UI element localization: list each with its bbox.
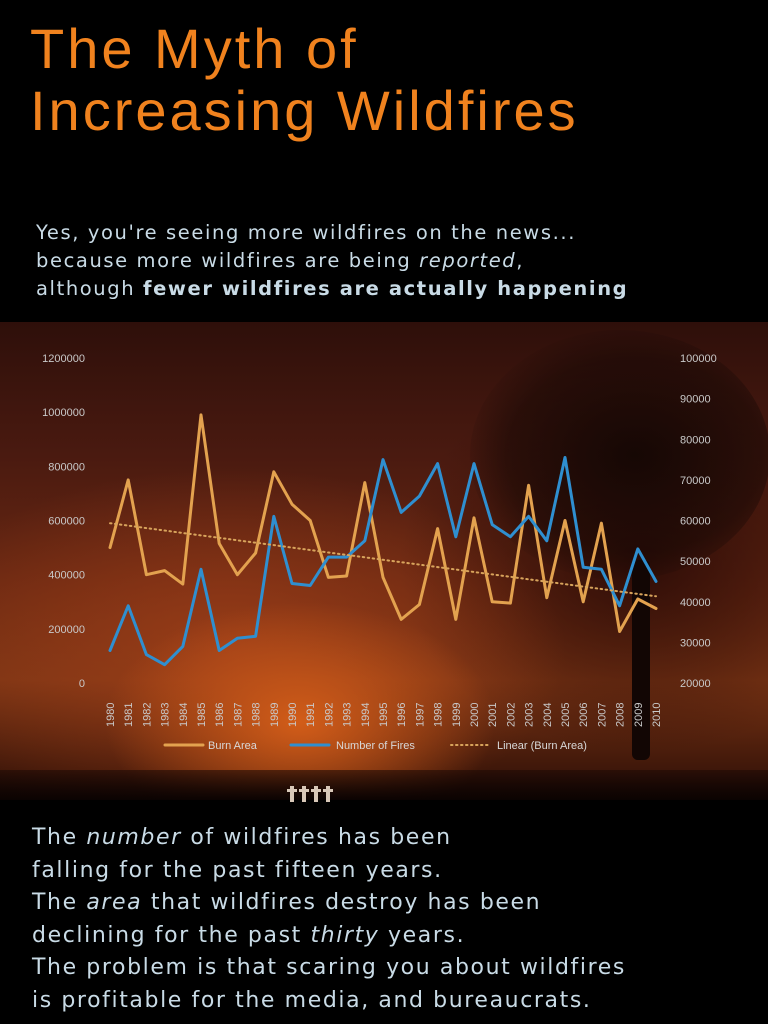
x-axis-tick-label: 1983 [160, 703, 172, 727]
outro-line-3-end: that wildfires destroy has been [142, 890, 542, 915]
x-axis-tick-label: 1991 [305, 703, 317, 727]
left-axis-tick-label: 1000000 [42, 407, 85, 419]
x-axis-tick-label: 1982 [141, 703, 153, 727]
outro-emphasis-number: number [86, 825, 182, 850]
x-axis-tick-label: 1999 [451, 703, 463, 727]
left-axis-tick-label: 1200000 [42, 353, 85, 365]
x-axis-tick-label: 2004 [542, 703, 554, 727]
x-axis-tick-label: 2009 [633, 703, 645, 727]
x-axis-tick-label: 1992 [323, 703, 335, 727]
cross-icon [299, 786, 309, 802]
intro-text: Yes, you're seeing more wildfires on the… [36, 219, 756, 303]
right-axis-tick-label: 20000 [680, 678, 711, 690]
x-axis-tick-label: 1997 [414, 703, 426, 727]
intro-emphasis-reported: reported [419, 249, 517, 272]
x-axis-tick-label: 2000 [469, 703, 481, 727]
right-axis-tick-label: 80000 [680, 434, 711, 446]
x-axis-tick-label: 1989 [269, 703, 281, 727]
x-axis-tick-label: 2001 [487, 703, 499, 727]
x-axis-tick-label: 1990 [287, 703, 299, 727]
intro-line-2-start: because more wildfires are being [36, 249, 420, 272]
left-axis-tick-label: 600000 [48, 516, 85, 528]
outro-line-3-start: The [32, 890, 87, 915]
cross-icon [311, 786, 321, 802]
x-axis-tick-label: 2007 [596, 703, 608, 727]
right-axis-tick-label: 50000 [680, 556, 711, 568]
outro-emphasis-area: area [86, 890, 143, 915]
right-axis-tick-label: 100000 [680, 353, 717, 365]
x-axis-tick-label: 1980 [105, 703, 117, 727]
x-axis-tick-label: 2003 [524, 703, 536, 727]
cross-icon [323, 786, 333, 802]
outro-line-3: The area that wildfires destroy has been [32, 887, 762, 920]
x-axis-tick-label: 1987 [232, 703, 244, 727]
left-axis-tick-label: 800000 [48, 461, 85, 473]
series-line-number-of-fires [108, 456, 658, 667]
x-axis-tick-label: 1993 [342, 703, 354, 727]
x-axis-tick-label: 1994 [360, 703, 372, 727]
x-axis-tick-label: 2008 [615, 703, 627, 727]
outro-line-4-end: years. [379, 922, 466, 948]
outro-line-1: The number of wildfires has been [32, 822, 762, 855]
wildfire-chart: 0 200000 400000 600000 800000 1000000 1200000 2… [0, 322, 768, 800]
x-axis-tick-label: 1981 [123, 703, 135, 727]
chart-svg: 0 200000 400000 600000 800000 1000000 1200000 2… [42, 353, 717, 752]
left-axis-tick-label: 400000 [48, 570, 85, 582]
title-line-1: The Myth of [30, 17, 359, 80]
outro-emphasis-thirty: thirty [310, 922, 380, 948]
outro-text: The number of wildfires has been falling… [32, 822, 762, 1017]
outro-line-1-end: of wildfires has been [181, 825, 452, 850]
intro-line-1: Yes, you're seeing more wildfires on the… [36, 221, 577, 244]
intro-strong-claim: fewer wildfires are actually happening [143, 277, 629, 300]
title-line-2: Increasing Wildfires [30, 79, 579, 142]
right-axis-tick-label: 30000 [680, 637, 711, 649]
outro-line-1-start: The [32, 825, 87, 850]
x-axis-tick-label: 1985 [196, 703, 208, 727]
series-line-linear-burn-area [109, 522, 657, 598]
series-line-burn-area [108, 413, 658, 633]
intro-line-2: because more wildfires are being reporte… [36, 247, 756, 275]
x-axis-tick-label: 1996 [396, 703, 408, 727]
outro-line-4-start: declining for the past [32, 922, 311, 948]
legend-label: Linear (Burn Area) [497, 740, 587, 752]
x-axis-tick-label: 1998 [433, 703, 445, 727]
outro-line-2: falling for the past fifteen years. [32, 857, 443, 883]
x-axis-tick-label: 2006 [578, 703, 590, 727]
x-axis-tick-label: 1984 [178, 703, 190, 727]
tree-trunk [632, 560, 650, 760]
right-axis-tick-label: 70000 [680, 475, 711, 487]
intro-line-3-start: although [36, 277, 143, 300]
ground-silhouette [0, 770, 768, 800]
right-axis-tick-label: 90000 [680, 394, 711, 406]
outro-line-6: is profitable for the media, and bureauc… [32, 987, 592, 1013]
outro-line-5: The problem is that scaring you about wi… [32, 955, 626, 980]
x-axis-tick-label: 1986 [214, 703, 226, 727]
left-axis-tick-label: 0 [79, 678, 85, 690]
x-axis-tick-label: 2010 [651, 703, 663, 727]
x-axis-tick-label: 1988 [251, 703, 263, 727]
x-axis-tick-label: 2005 [560, 703, 572, 727]
left-axis-tick-label: 200000 [48, 624, 85, 636]
right-axis-tick-label: 60000 [680, 516, 711, 528]
page-title: The Myth of Increasing Wildfires [30, 18, 760, 142]
x-axis-tick-label: 1995 [378, 703, 390, 727]
legend-label: Number of Fires [336, 740, 415, 752]
right-axis-tick-label: 40000 [680, 597, 711, 609]
x-axis-tick-label: 2002 [505, 703, 517, 727]
intro-line-2-end: , [516, 249, 525, 272]
cross-icon [287, 786, 297, 802]
legend-label: Burn Area [208, 740, 258, 752]
outro-line-4: declining for the past thirty years. [32, 920, 762, 953]
intro-line-3: although fewer wildfires are actually ha… [36, 275, 756, 303]
